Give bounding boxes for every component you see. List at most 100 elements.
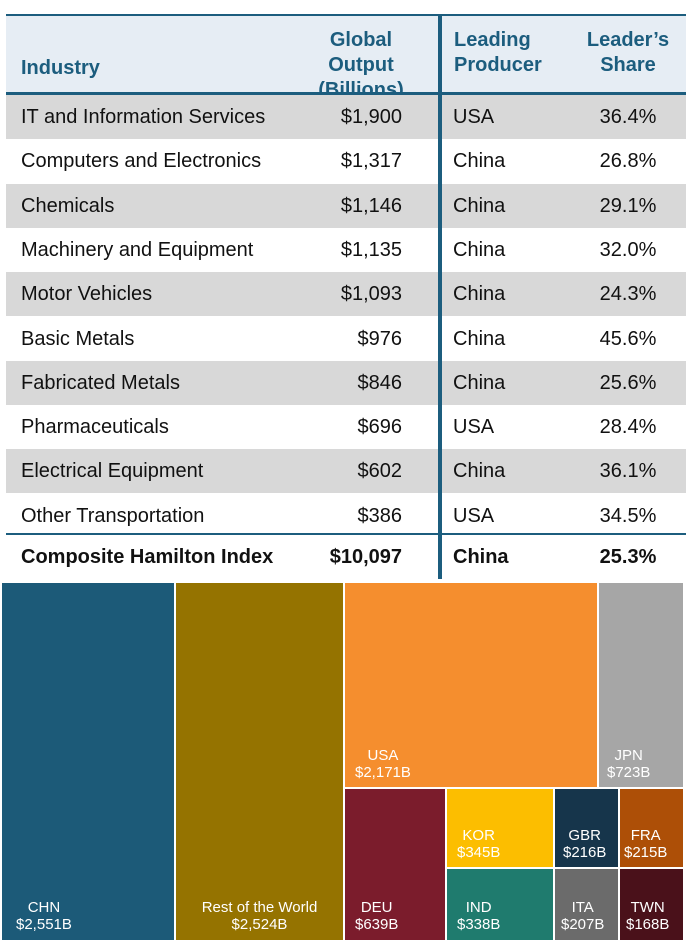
header-leading-producer-line1: Leading bbox=[454, 29, 531, 51]
producer-cell: USA bbox=[453, 416, 495, 439]
output-cell: $386 bbox=[357, 504, 403, 527]
treemap-tile-jpn: JPN $723B bbox=[599, 583, 683, 787]
industry-cell: Electrical Equipment bbox=[21, 460, 204, 483]
treemap-tile-country: JPN bbox=[614, 747, 643, 764]
industry-cell: Motor Vehicles bbox=[21, 283, 153, 306]
treemap-tile-ita: ITA $207B bbox=[555, 869, 618, 940]
share-cell: 25.6% bbox=[599, 371, 657, 394]
table-row: Basic Metals $976 China 45.6% bbox=[6, 317, 686, 361]
industry-cell: Chemicals bbox=[21, 194, 115, 217]
treemap-tile-country: USA bbox=[367, 747, 399, 764]
treemap-tile-value: $639B bbox=[355, 916, 399, 933]
treemap-tile-kor: KOR $345B bbox=[447, 789, 553, 867]
treemap-tile-value: $168B bbox=[626, 916, 670, 933]
header-leading-producer: Leading Producer bbox=[454, 28, 542, 78]
header-leaders-share: Leader’s Share bbox=[578, 28, 678, 78]
treemap-tile-fra: FRA $215B bbox=[620, 789, 683, 867]
country-output-treemap: CHN $2,551B Rest of the World $2,524B USA $2,… bbox=[2, 583, 684, 942]
output-cell: $1,317 bbox=[340, 150, 402, 173]
table-row: IT and Information Services $1,900 USA 36.4… bbox=[6, 95, 686, 139]
treemap-tile-country: FRA bbox=[630, 827, 661, 844]
industry-cell: IT and Information Services bbox=[21, 106, 266, 128]
output-cell: $1,900 bbox=[340, 106, 402, 128]
treemap-tile-value: $207B bbox=[561, 916, 605, 933]
industry-cell: Fabricated Metals bbox=[21, 371, 180, 394]
table-row: Electrical Equipment $602 China 36.1% bbox=[6, 449, 686, 494]
industry-cell: Other Transportation bbox=[21, 504, 205, 527]
table-column-divider bbox=[438, 14, 442, 579]
treemap-tile-twn: TWN $168B bbox=[620, 869, 683, 940]
share-cell: 45.6% bbox=[599, 327, 657, 350]
treemap-tile-label: USA $2,171B bbox=[355, 747, 411, 781]
producer-cell: China bbox=[453, 283, 506, 306]
share-cell: 34.5% bbox=[599, 504, 657, 527]
share-cell: 29.1% bbox=[599, 194, 657, 217]
table-row: Chemicals $1,146 China 29.1% bbox=[6, 183, 686, 228]
producer-cell: USA bbox=[453, 504, 495, 527]
treemap-tile-label: KOR $345B bbox=[457, 827, 500, 861]
table-row: Fabricated Metals $846 China 25.6% bbox=[6, 360, 686, 405]
industry-cell: Computers and Electronics bbox=[21, 150, 262, 173]
treemap-tile-label: DEU $639B bbox=[355, 899, 398, 933]
table-row: Pharmaceuticals $696 USA 28.4% bbox=[6, 405, 686, 449]
treemap-tile-country: GBR bbox=[568, 827, 601, 844]
table-total-row: Composite Hamilton Index $10,097 China 2… bbox=[6, 535, 686, 579]
treemap-tile-country: Rest of the World bbox=[201, 899, 318, 916]
treemap-tile-usa: USA $2,171B bbox=[345, 583, 597, 787]
producer-cell: China bbox=[453, 460, 506, 483]
header-global-output-line1: Global Output bbox=[328, 29, 394, 76]
table-header-rule bbox=[6, 92, 686, 95]
treemap-tile-chn: CHN $2,551B bbox=[2, 583, 174, 940]
treemap-tile-label: CHN $2,551B bbox=[16, 899, 72, 933]
treemap-tile-value: $2,524B bbox=[231, 916, 288, 933]
treemap-tile-label: Rest of the World $2,524B bbox=[176, 899, 343, 933]
output-cell: $1,146 bbox=[340, 194, 402, 217]
table-top-rule bbox=[6, 14, 686, 16]
producer-cell: China bbox=[453, 371, 506, 394]
treemap-tile-value: $215B bbox=[624, 844, 668, 861]
total-industry-cell: Composite Hamilton Index bbox=[21, 546, 274, 568]
treemap-tile-value: $2,551B bbox=[16, 916, 72, 933]
treemap-tile-rest-of-the-world: Rest of the World $2,524B bbox=[176, 583, 343, 940]
producer-cell: USA bbox=[453, 106, 495, 128]
treemap-tile-label: JPN $723B bbox=[607, 747, 650, 781]
treemap-tile-value: $338B bbox=[457, 916, 501, 933]
producer-cell: China bbox=[453, 150, 506, 173]
share-cell: 36.4% bbox=[599, 106, 657, 128]
header-leading-producer-line2: Producer bbox=[454, 54, 542, 76]
treemap-tile-value: $723B bbox=[607, 764, 651, 781]
header-leaders-share-line2: Share bbox=[600, 54, 656, 76]
treemap-tile-label: IND $338B bbox=[457, 899, 500, 933]
total-output-cell: $10,097 bbox=[329, 546, 402, 568]
industry-cell: Pharmaceuticals bbox=[21, 416, 169, 439]
treemap-tile-value: $216B bbox=[563, 844, 607, 861]
producer-cell: China bbox=[453, 238, 506, 261]
treemap-tile-country: CHN bbox=[27, 899, 61, 916]
table-total-rule bbox=[6, 533, 686, 535]
share-cell: 26.8% bbox=[599, 150, 657, 173]
producer-cell: China bbox=[453, 327, 506, 350]
output-cell: $846 bbox=[357, 371, 403, 394]
table-row: Computers and Electronics $1,317 China 26.8… bbox=[6, 139, 686, 183]
treemap-tile-deu: DEU $639B bbox=[345, 789, 445, 940]
treemap-tile-label: GBR $216B bbox=[563, 827, 606, 861]
share-cell: 24.3% bbox=[599, 283, 657, 306]
output-cell: $1,093 bbox=[340, 283, 402, 306]
treemap-tile-label: TWN $168B bbox=[626, 899, 669, 933]
treemap-tile-label: ITA $207B bbox=[561, 899, 604, 933]
treemap-tile-country: KOR bbox=[462, 827, 495, 844]
output-cell: $602 bbox=[357, 460, 403, 483]
treemap-tile-gbr: GBR $216B bbox=[555, 789, 618, 867]
producer-cell: China bbox=[453, 194, 506, 217]
header-industry: Industry bbox=[21, 57, 100, 79]
industry-cell: Basic Metals bbox=[21, 327, 135, 350]
treemap-tile-value: $2,171B bbox=[355, 764, 411, 781]
industry-table: Industry Global Output (Billions) Leadin… bbox=[6, 6, 686, 579]
treemap-tile-label: FRA $215B bbox=[624, 827, 667, 861]
total-producer-cell: China bbox=[453, 546, 509, 568]
treemap-tile-country: DEU bbox=[360, 899, 393, 916]
table-row: Motor Vehicles $1,093 China 24.3% bbox=[6, 272, 686, 317]
output-cell: $1,135 bbox=[340, 238, 402, 261]
treemap-tile-value: $345B bbox=[457, 844, 501, 861]
treemap-tile-ind: IND $338B bbox=[447, 869, 553, 940]
